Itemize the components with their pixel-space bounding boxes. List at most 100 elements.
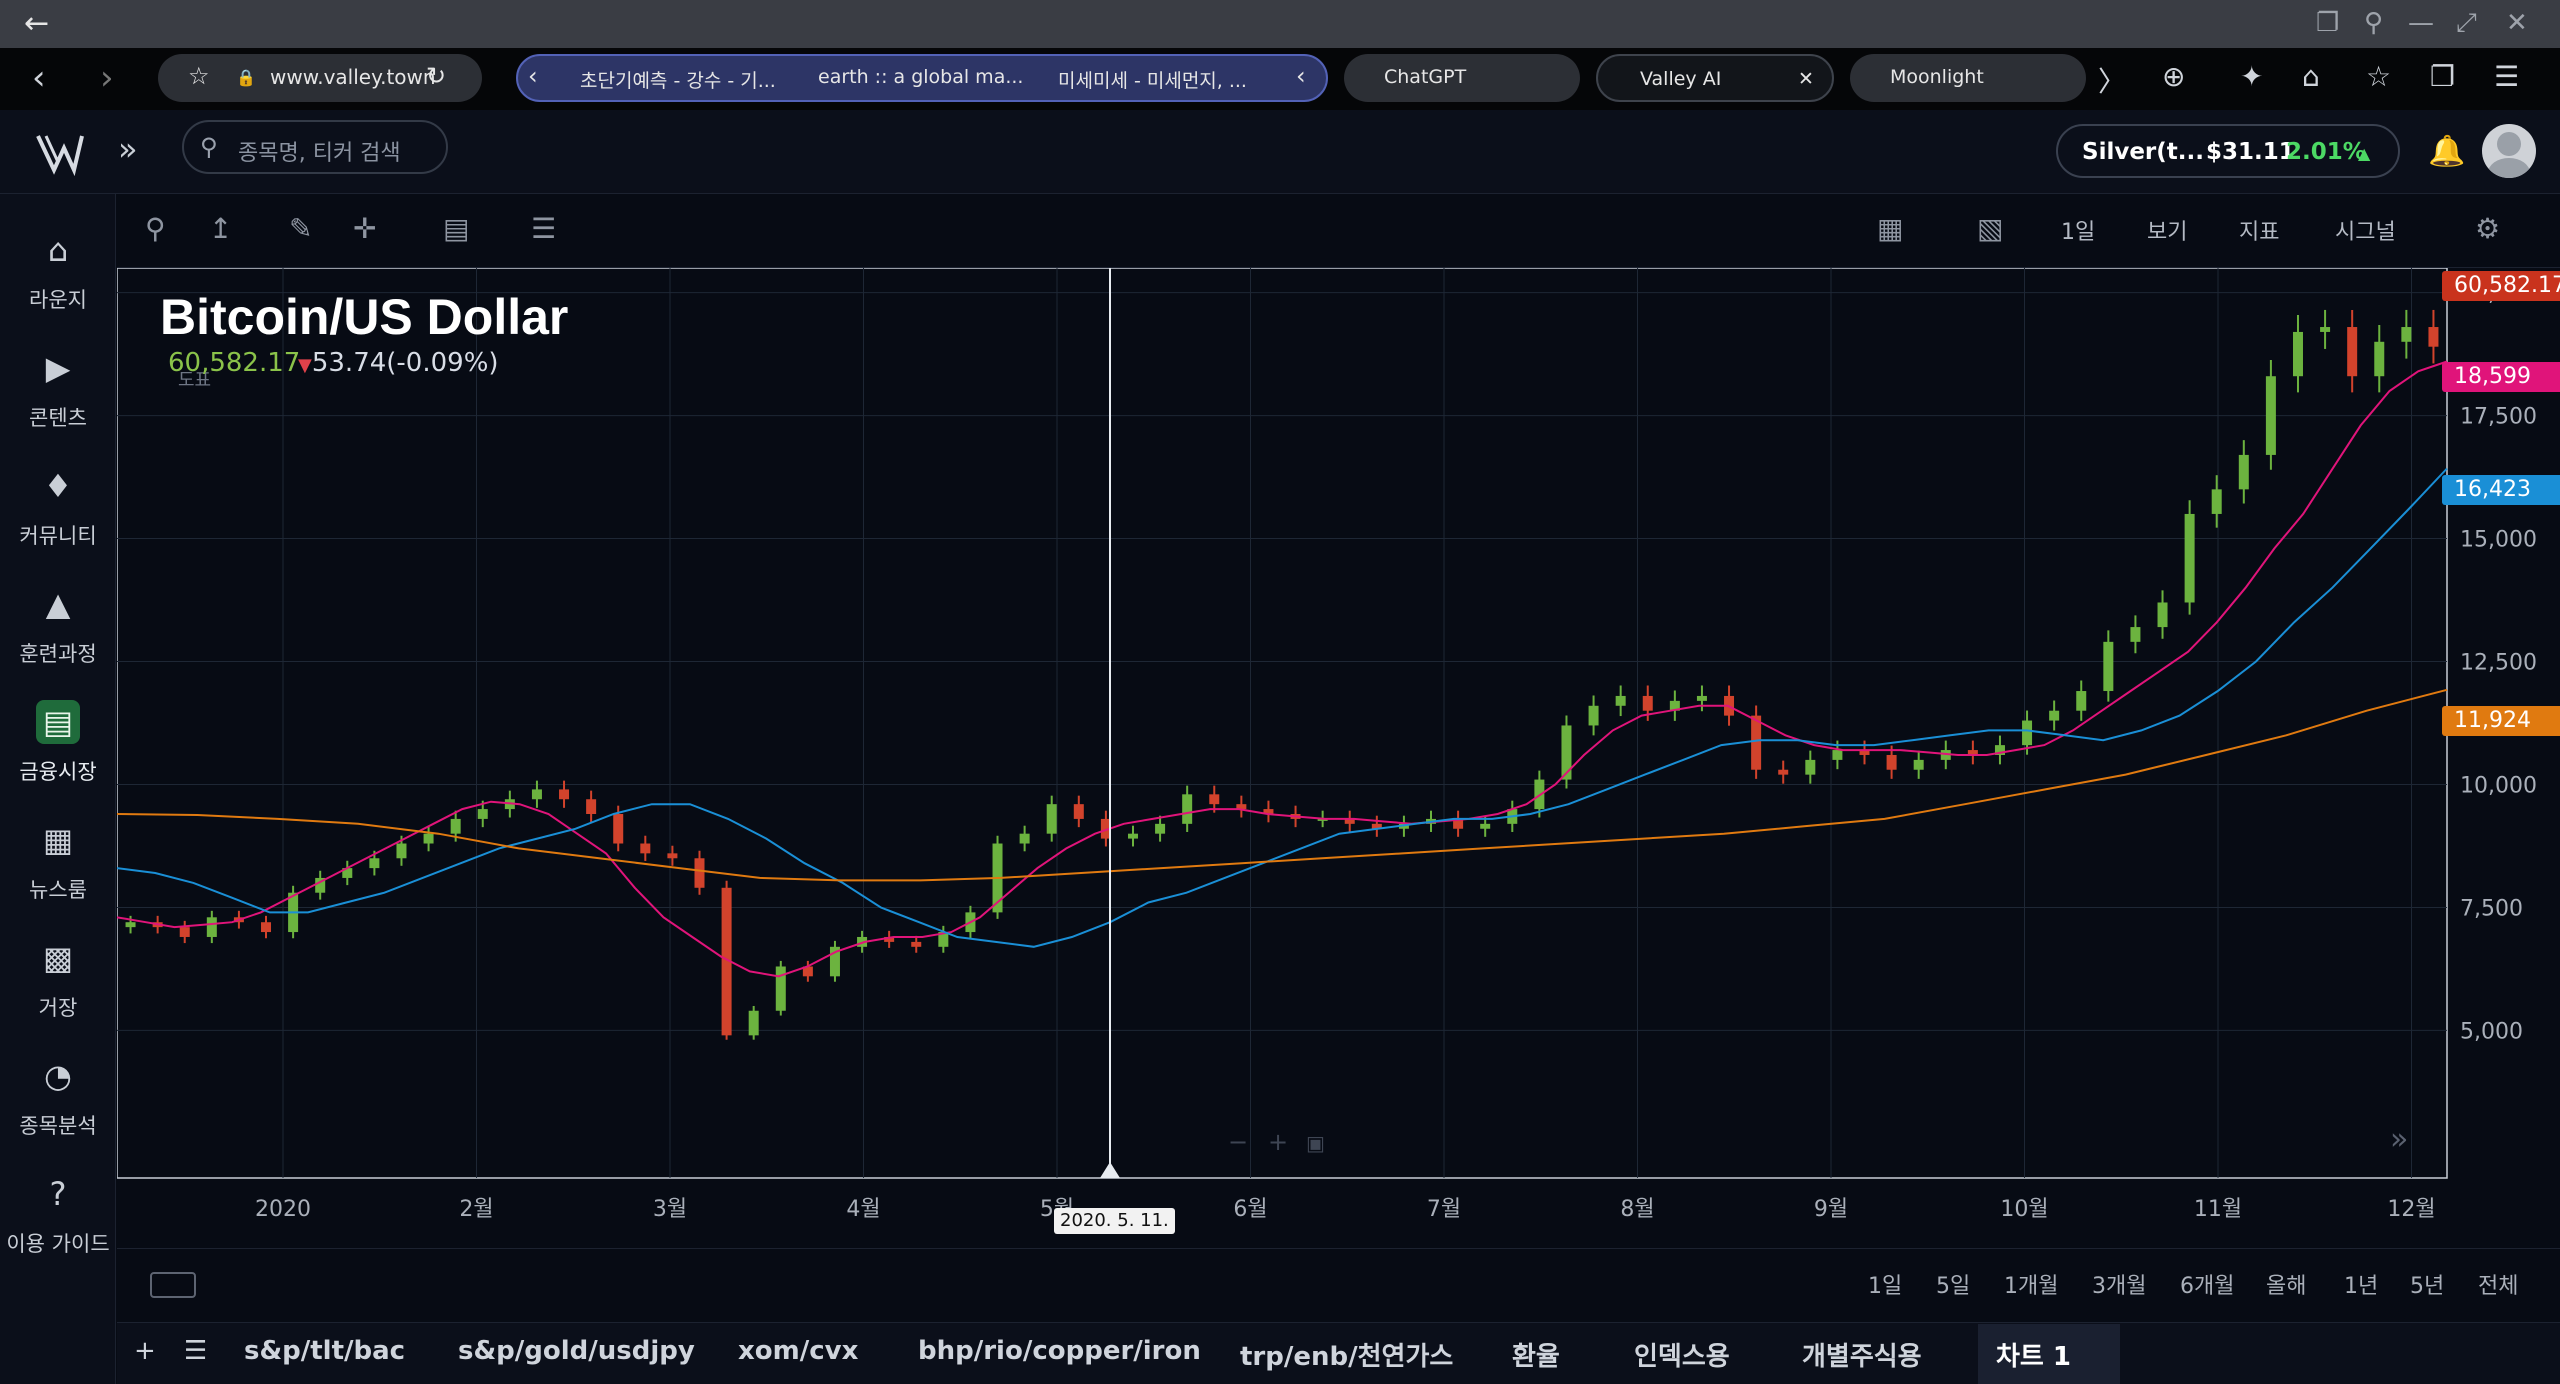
sidebar-item-masters[interactable]: ▩ 거장 (0, 922, 116, 1040)
new-tab-icon[interactable]: ⊕ (2162, 60, 2186, 93)
range-5y[interactable]: 5년 (2410, 1274, 2445, 1299)
candle-body (1778, 769, 1789, 775)
candle-body (1046, 804, 1057, 834)
settings-gear-icon[interactable]: ⚙ (2475, 212, 2501, 245)
favorites-icon[interactable]: ☆ (2366, 60, 2392, 93)
home-icon[interactable]: ⌂ (2302, 60, 2320, 93)
minimize-icon[interactable]: — (2408, 8, 2434, 38)
tabs-scroll-right-icon[interactable]: 〉 (2098, 65, 2127, 98)
close-tab-icon[interactable]: ✕ (1798, 68, 1814, 90)
crosshair-icon[interactable]: ✛ (353, 212, 377, 245)
ticker-chip[interactable]: Silver(t... $31.11 2.01% ▲ (2056, 124, 2400, 178)
sidebar-item-contents[interactable]: ▶ 콘텐츠 (0, 332, 116, 450)
zoom-in-icon[interactable]: + (1268, 1128, 1289, 1156)
down-arrow-icon: ▼ (298, 355, 312, 376)
chart-search-icon[interactable]: ⚲ (145, 212, 166, 245)
browser-back-icon[interactable]: ‹ (32, 58, 46, 98)
tab-group: ‹ 초단기예측 - 강수 - 기... earth :: a global ma… (516, 54, 1328, 102)
range-1y[interactable]: 1년 (2344, 1274, 2379, 1299)
bottom-tab-4[interactable]: bhp/rio/copper/iron (918, 1336, 1201, 1366)
close-window-icon[interactable]: ✕ (2506, 8, 2528, 38)
candle-body (1561, 725, 1572, 780)
add-tab-icon[interactable]: + (134, 1336, 156, 1366)
tab-misemise[interactable]: 미세미세 - 미세먼지, ... (1058, 70, 1247, 92)
menu-icon[interactable]: ☰ (2494, 60, 2520, 93)
pin-icon[interactable]: ⚲ (2364, 8, 2384, 38)
list-icon[interactable]: ☰ (531, 212, 557, 245)
tab-chatgpt[interactable]: ChatGPT (1344, 54, 1580, 102)
bottom-tab-8[interactable]: 개별주식용 (1802, 1342, 1922, 1372)
sidebar-item-guide[interactable]: ? 이용 가이드 (0, 1158, 116, 1276)
browser-forward-icon[interactable]: › (100, 58, 114, 98)
bottom-tab-1[interactable]: s&p/tlt/bac (244, 1336, 406, 1366)
add-indicator-icon[interactable]: ↥ (209, 212, 233, 245)
layout-grid-icon[interactable]: ▦ (1877, 212, 1904, 245)
draw-pencil-icon[interactable]: ✎ (289, 212, 313, 245)
sidebar-item-lounge[interactable]: ⌂ 라운지 (0, 214, 116, 332)
range-6m[interactable]: 6개월 (2180, 1274, 2235, 1299)
os-back-icon[interactable]: ← (24, 6, 50, 41)
sidebar-item-stock-analysis[interactable]: ◔ 종목분석 (0, 1040, 116, 1158)
indicators-dropdown[interactable]: 지표 (2239, 220, 2280, 245)
price-tag-last: 60,582.17 (2442, 271, 2560, 301)
sidebar-item-community[interactable]: ♦ 커뮤니티 (0, 450, 116, 568)
scroll-to-latest-icon[interactable]: » (2390, 1122, 2409, 1157)
range-3m[interactable]: 3개월 (2092, 1274, 2147, 1299)
window-snap-icon[interactable]: ❐ (2316, 8, 2340, 38)
candle-body (1886, 754, 1897, 770)
zoom-out-icon[interactable]: − (1228, 1128, 1249, 1156)
candle-body (1669, 700, 1680, 711)
bottom-tab-9[interactable]: 차트 1 (1996, 1342, 2071, 1372)
tab-weather[interactable]: 초단기예측 - 강수 - 기... (580, 70, 776, 92)
candle-type-icon[interactable]: ▧ (1977, 212, 2004, 245)
bottom-tab-3[interactable]: xom/cvx (738, 1336, 859, 1366)
candle-body (1317, 818, 1328, 821)
bookmark-star-icon[interactable]: ☆ (188, 62, 210, 90)
restore-icon[interactable]: ⤢ (2456, 8, 2477, 38)
bottom-tab-7[interactable]: 인덱스용 (1634, 1342, 1730, 1372)
candle-body (179, 927, 190, 937)
avatar[interactable] (2482, 124, 2536, 178)
candle-body (2238, 454, 2249, 490)
candle-body (1480, 823, 1491, 829)
tabs-scroll-left-icon[interactable]: ‹ (528, 62, 538, 90)
tab-manager-icon[interactable]: ❐ (2430, 60, 2456, 93)
candle-body (2076, 691, 2087, 711)
candle-body (2292, 331, 2303, 377)
tab-group-collapse-icon[interactable]: ‹ (1296, 62, 1306, 90)
chart-canvas[interactable]: 5,0007,50010,00012,50015,00017,50020,000… (117, 268, 2560, 1248)
bottom-tab-5[interactable]: trp/enb/천연가스 (1240, 1342, 1454, 1372)
fullscreen-icon[interactable]: ▣ (1306, 1131, 1325, 1155)
signals-dropdown[interactable]: 시그널 (2335, 220, 2396, 245)
valley-logo-icon[interactable] (34, 128, 86, 176)
bottom-tab-2[interactable]: s&p/gold/usdjpy (458, 1336, 695, 1366)
range-ytd[interactable]: 올해 (2266, 1274, 2307, 1299)
bottom-tab-6[interactable]: 환율 (1512, 1342, 1560, 1372)
range-1m[interactable]: 1개월 (2004, 1274, 2059, 1299)
tab-moonlight[interactable]: Moonlight (1850, 54, 2086, 102)
price-chart[interactable]: 5,0007,50010,00012,50015,00017,50020,000… (117, 268, 2560, 1248)
crosshair-marker (1100, 1162, 1120, 1178)
candle-body (206, 917, 217, 937)
sidebar-item-markets[interactable]: ▤ 금융시장 (0, 686, 116, 804)
range-1d[interactable]: 1일 (1868, 1274, 1903, 1299)
sidebar-item-training[interactable]: ▲ 훈련과정 (0, 568, 116, 686)
candle-body (775, 966, 786, 1011)
tab-valley-ai[interactable]: Valley AI ✕ (1596, 54, 1834, 102)
notification-bell-icon[interactable]: 🔔 (2428, 134, 2466, 169)
tab-earth[interactable]: earth :: a global ma... (818, 66, 1024, 88)
expand-sidebar-icon[interactable]: » (118, 130, 138, 168)
range-all[interactable]: 전체 (2478, 1274, 2519, 1299)
sidebar-item-newsroom[interactable]: ▦ 뉴스룸 (0, 804, 116, 922)
interval-dropdown[interactable]: 1일 (2061, 220, 2096, 245)
address-bar[interactable]: ☆ 🔒 www.valley.town ↻ (158, 54, 482, 102)
active-tab-highlight (1978, 1324, 2120, 1384)
keyboard-icon[interactable] (150, 1272, 196, 1298)
search-input[interactable]: ⚲ 종목명, 티커 검색 (182, 120, 448, 174)
ai-sparkle-icon[interactable]: ✦ (2240, 60, 2264, 93)
tab-list-icon[interactable]: ☰ (184, 1336, 208, 1366)
range-5d[interactable]: 5일 (1936, 1274, 1971, 1299)
view-dropdown[interactable]: 보기 (2147, 220, 2188, 245)
reload-icon[interactable]: ↻ (426, 62, 447, 90)
comment-icon[interactable]: ▤ (443, 212, 470, 245)
